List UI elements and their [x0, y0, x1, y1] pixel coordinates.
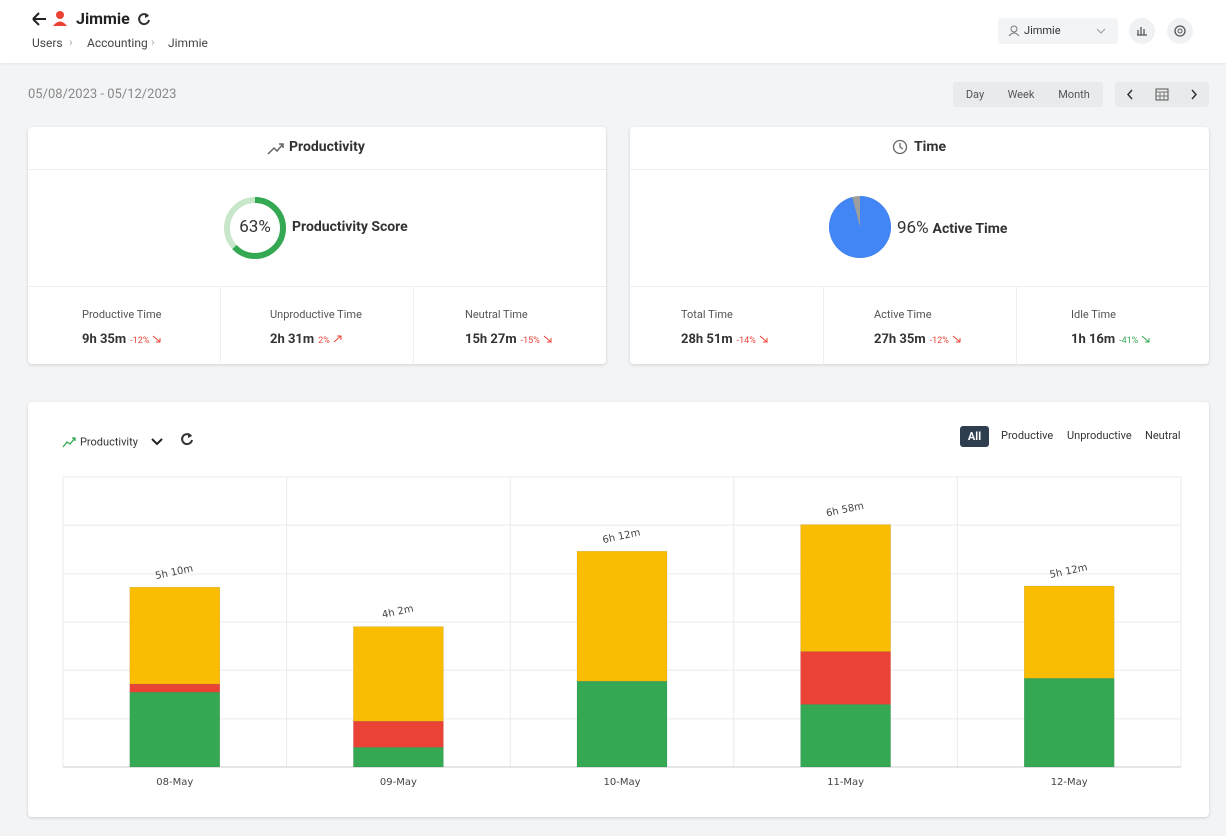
stat-label: Total Time — [681, 308, 733, 321]
stats-row: Total Time 28h 51m -14% Active Time 27h 3… — [630, 286, 1209, 365]
chart: 5h 10m 08-May 4h 2m 09-May 6h 12m 10-May 6h 58… — [62, 476, 1182, 788]
breadcrumb-separator: › — [151, 35, 155, 49]
chevron — [1096, 28, 1106, 34]
score-value: 63% — [239, 217, 271, 237]
score-label: Productivity Score — [292, 219, 408, 235]
user-icon — [1008, 25, 1020, 37]
breadcrumb: Jimmie — [168, 36, 208, 50]
bar-segment — [576, 550, 668, 682]
filter-button[interactable]: Unproductive — [1067, 429, 1132, 442]
card-header: Time — [630, 127, 1209, 170]
bar-segment — [576, 680, 668, 768]
period-selector: Day Week Month — [953, 82, 1103, 107]
stat-label: Neutral Time — [465, 308, 528, 321]
stat-value: 2h 31m — [270, 332, 315, 347]
stat-label: Productive Time — [82, 308, 162, 321]
selector-label: Productivity — [79, 435, 138, 449]
bar-total-label: 5h 12m — [1049, 562, 1089, 581]
bar-total-label: 6h 12m — [602, 527, 642, 546]
bar-total-label: 4h 2m — [381, 603, 415, 620]
bar-segment — [800, 704, 891, 768]
stats-row: Productive Time 9h 35m -12% Unproductive … — [28, 286, 606, 365]
time-card: Time 96% Active Time Total Time 28h 51m -… — [630, 127, 1209, 365]
card-title: Time — [914, 139, 947, 155]
stat-change: -41% — [1119, 336, 1139, 346]
date-nav — [1115, 82, 1209, 107]
bar-segment — [353, 747, 444, 768]
card-header: Productivity — [28, 127, 606, 170]
breadcrumb[interactable]: Users — [32, 36, 63, 50]
header: Jimmie Users › Accounting › Jimmie Jimmi… — [0, 0, 1226, 63]
score-donut — [224, 197, 286, 259]
bar-segment — [1023, 678, 1115, 768]
period-button[interactable]: Day — [965, 88, 985, 101]
filter-button[interactable]: Productive — [1001, 429, 1054, 442]
stat-change: -12% — [130, 336, 150, 346]
x-tick-label: 08-May — [156, 777, 193, 788]
bar-segment — [800, 524, 891, 652]
bar-segment — [353, 720, 444, 748]
donut-arc — [224, 197, 286, 259]
x-tick-label: 11-May — [827, 777, 864, 788]
chart-selector[interactable]: Productivity — [62, 431, 164, 449]
pie-active — [829, 196, 891, 258]
active-value: 96% — [897, 218, 929, 238]
prev-button[interactable] — [1126, 89, 1133, 100]
user-name: Jimmie — [1024, 24, 1061, 37]
active-summary: 96% Active Time — [897, 218, 1007, 238]
date-range: 05/08/2023 - 05/12/2023 — [28, 87, 177, 102]
stats-button[interactable] — [1129, 18, 1155, 44]
stat-value: 15h 27m — [465, 332, 517, 347]
bar-segment — [353, 626, 444, 722]
x-tick-label: 12-May — [1051, 777, 1088, 788]
bar-segment — [800, 651, 891, 705]
bar-segment — [129, 683, 221, 693]
bar-segment — [1023, 585, 1115, 679]
stat-change: -15% — [520, 336, 540, 346]
stat-value: 27h 35m — [874, 332, 926, 347]
user-icon-body — [53, 21, 67, 26]
x-tick-label: 10-May — [603, 777, 640, 788]
stat-value: 9h 35m — [82, 332, 127, 347]
stat-label: Idle Time — [1071, 308, 1116, 321]
refresh-button[interactable] — [136, 11, 152, 27]
user-dropdown[interactable]: Jimmie — [998, 18, 1118, 44]
chart-card: Productivity All Productive Unproductive… — [28, 402, 1209, 817]
filter-button[interactable]: Neutral — [1145, 429, 1181, 442]
stat-change: -14% — [736, 336, 756, 346]
bar-total-label: 6h 58m — [825, 501, 865, 520]
period-button[interactable]: Month — [1058, 88, 1090, 101]
page-title: Jimmie — [76, 9, 130, 28]
bar-segment — [129, 586, 221, 685]
stat-change: 2% — [318, 336, 330, 346]
calendar-button[interactable] — [1155, 88, 1169, 101]
clock-icon — [892, 139, 908, 155]
back-arrow[interactable] — [32, 12, 46, 26]
stat-change: -12% — [929, 336, 949, 346]
bar-total-label: 5h 10m — [154, 563, 194, 582]
settings-button[interactable] — [1167, 18, 1193, 44]
stat-label: Unproductive Time — [270, 308, 362, 321]
filter-button[interactable]: All — [960, 426, 989, 447]
trend-icon — [267, 143, 284, 155]
productivity-card: Productivity 63% Productivity Score Prod… — [28, 127, 606, 365]
stat-value: 28h 51m — [681, 332, 733, 347]
header-icons — [32, 11, 67, 26]
period-button[interactable]: Week — [1007, 88, 1035, 101]
active-label: Active Time — [932, 221, 1008, 237]
bar-segment — [129, 691, 221, 768]
active-pie — [829, 196, 891, 258]
next-button[interactable] — [1191, 89, 1198, 100]
card-title: Productivity — [289, 139, 365, 155]
stat-value: 1h 16m — [1071, 332, 1116, 347]
x-tick-label: 09-May — [380, 777, 417, 788]
breadcrumb[interactable]: Accounting — [87, 36, 148, 50]
user-icon — [56, 11, 64, 19]
breadcrumb-separator: › — [69, 35, 73, 49]
stat-label: Active Time — [874, 308, 932, 321]
chart-refresh[interactable] — [179, 431, 195, 447]
